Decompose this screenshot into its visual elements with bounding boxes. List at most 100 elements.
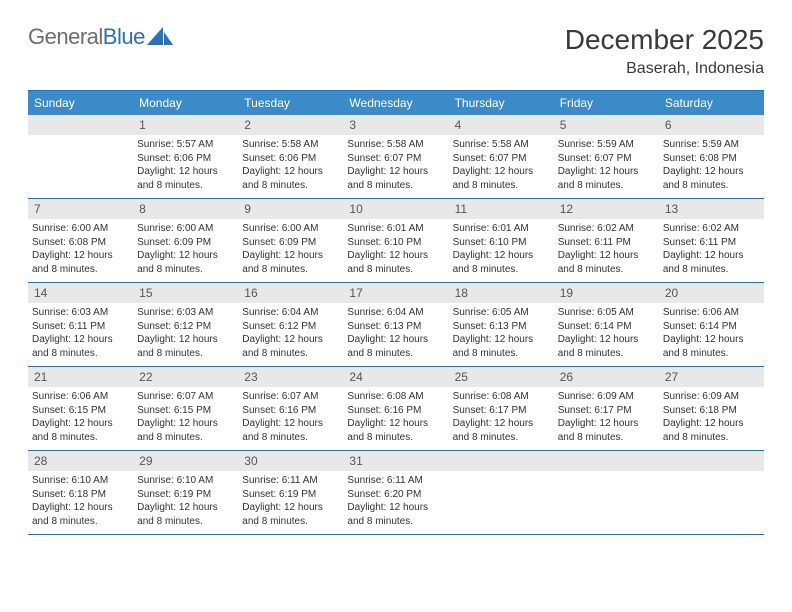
day-number-strip: 31 xyxy=(343,451,448,471)
day-detail: Sunrise: 6:07 AMSunset: 6:15 PMDaylight:… xyxy=(137,390,234,444)
day-detail: Sunrise: 6:11 AMSunset: 6:19 PMDaylight:… xyxy=(242,474,339,528)
daylight-text: Daylight: 12 hours and 8 minutes. xyxy=(137,249,234,276)
sunrise-text: Sunrise: 6:00 AM xyxy=(242,222,339,236)
day-cell: 23Sunrise: 6:07 AMSunset: 6:16 PMDayligh… xyxy=(238,367,343,450)
sunset-text: Sunset: 6:06 PM xyxy=(137,152,234,166)
day-detail: Sunrise: 5:58 AMSunset: 6:07 PMDaylight:… xyxy=(347,138,444,192)
sunset-text: Sunset: 6:10 PM xyxy=(347,236,444,250)
daylight-text: Daylight: 12 hours and 8 minutes. xyxy=(32,249,129,276)
sunset-text: Sunset: 6:11 PM xyxy=(663,236,760,250)
day-detail: Sunrise: 6:10 AMSunset: 6:19 PMDaylight:… xyxy=(137,474,234,528)
daylight-text: Daylight: 12 hours and 8 minutes. xyxy=(347,165,444,192)
day-number-strip: 25 xyxy=(449,367,554,387)
day-cell: 5 Sunrise: 5:59 AMSunset: 6:07 PMDaylight… xyxy=(554,115,659,198)
day-detail: Sunrise: 5:59 AMSunset: 6:08 PMDaylight:… xyxy=(663,138,760,192)
day-detail: Sunrise: 5:57 AMSunset: 6:06 PMDaylight:… xyxy=(137,138,234,192)
day-cell: 2 Sunrise: 5:58 AMSunset: 6:06 PMDaylight… xyxy=(238,115,343,198)
sunset-text: Sunset: 6:12 PM xyxy=(242,320,339,334)
daylight-text: Daylight: 12 hours and 8 minutes. xyxy=(137,501,234,528)
day-number-strip: 18 xyxy=(449,283,554,303)
sunset-text: Sunset: 6:12 PM xyxy=(137,320,234,334)
day-detail: Sunrise: 6:00 AMSunset: 6:08 PMDaylight:… xyxy=(32,222,129,276)
day-number: 24 xyxy=(349,370,442,384)
day-number-strip: 3 xyxy=(343,115,448,135)
sunset-text: Sunset: 6:07 PM xyxy=(453,152,550,166)
day-number: 8 xyxy=(139,202,232,216)
sunrise-text: Sunrise: 6:05 AM xyxy=(453,306,550,320)
day-number-strip: 22 xyxy=(133,367,238,387)
day-number-strip: 2 xyxy=(238,115,343,135)
day-detail: Sunrise: 6:10 AMSunset: 6:18 PMDaylight:… xyxy=(32,474,129,528)
dow-monday: Monday xyxy=(133,91,238,115)
day-number-strip: 19 xyxy=(554,283,659,303)
day-number-strip: 11 xyxy=(449,199,554,219)
daylight-text: Daylight: 12 hours and 8 minutes. xyxy=(242,165,339,192)
sunrise-text: Sunrise: 6:01 AM xyxy=(347,222,444,236)
day-detail: Sunrise: 6:08 AMSunset: 6:16 PMDaylight:… xyxy=(347,390,444,444)
day-number: 14 xyxy=(34,286,127,300)
day-detail: Sunrise: 5:59 AMSunset: 6:07 PMDaylight:… xyxy=(558,138,655,192)
daylight-text: Daylight: 12 hours and 8 minutes. xyxy=(242,333,339,360)
day-number-strip: 8 xyxy=(133,199,238,219)
day-cell: 20Sunrise: 6:06 AMSunset: 6:14 PMDayligh… xyxy=(659,283,764,366)
day-number-strip: 29 xyxy=(133,451,238,471)
sunrise-text: Sunrise: 6:01 AM xyxy=(453,222,550,236)
day-number-strip: 27 xyxy=(659,367,764,387)
day-number: 11 xyxy=(455,202,548,216)
daylight-text: Daylight: 12 hours and 8 minutes. xyxy=(558,165,655,192)
day-cell: 31Sunrise: 6:11 AMSunset: 6:20 PMDayligh… xyxy=(343,451,448,534)
sunset-text: Sunset: 6:16 PM xyxy=(347,404,444,418)
sunset-text: Sunset: 6:10 PM xyxy=(453,236,550,250)
day-number: 1 xyxy=(139,118,232,132)
sunrise-text: Sunrise: 5:59 AM xyxy=(558,138,655,152)
day-detail: Sunrise: 5:58 AMSunset: 6:06 PMDaylight:… xyxy=(242,138,339,192)
sunset-text: Sunset: 6:07 PM xyxy=(558,152,655,166)
sunset-text: Sunset: 6:18 PM xyxy=(663,404,760,418)
dow-tuesday: Tuesday xyxy=(238,91,343,115)
day-number: 9 xyxy=(244,202,337,216)
sunrise-text: Sunrise: 6:09 AM xyxy=(663,390,760,404)
day-cell: 13Sunrise: 6:02 AMSunset: 6:11 PMDayligh… xyxy=(659,199,764,282)
day-detail: Sunrise: 6:08 AMSunset: 6:17 PMDaylight:… xyxy=(453,390,550,444)
sunrise-text: Sunrise: 6:09 AM xyxy=(558,390,655,404)
sunset-text: Sunset: 6:16 PM xyxy=(242,404,339,418)
sunset-text: Sunset: 6:13 PM xyxy=(347,320,444,334)
day-cell: 12Sunrise: 6:02 AMSunset: 6:11 PMDayligh… xyxy=(554,199,659,282)
sunset-text: Sunset: 6:17 PM xyxy=(558,404,655,418)
day-of-week-row: Sunday Monday Tuesday Wednesday Thursday… xyxy=(28,91,764,115)
day-cell: 28Sunrise: 6:10 AMSunset: 6:18 PMDayligh… xyxy=(28,451,133,534)
day-number: 25 xyxy=(455,370,548,384)
day-detail: Sunrise: 6:09 AMSunset: 6:18 PMDaylight:… xyxy=(663,390,760,444)
sunset-text: Sunset: 6:09 PM xyxy=(137,236,234,250)
day-number: 2 xyxy=(244,118,337,132)
sunset-text: Sunset: 6:11 PM xyxy=(558,236,655,250)
title-block: December 2025 Baserah, Indonesia xyxy=(565,24,764,78)
daylight-text: Daylight: 12 hours and 8 minutes. xyxy=(347,501,444,528)
week-row: 14Sunrise: 6:03 AMSunset: 6:11 PMDayligh… xyxy=(28,283,764,367)
day-number: 5 xyxy=(560,118,653,132)
sunset-text: Sunset: 6:20 PM xyxy=(347,488,444,502)
day-number: 22 xyxy=(139,370,232,384)
brand-sail-icon xyxy=(147,27,173,47)
day-detail: Sunrise: 6:05 AMSunset: 6:13 PMDaylight:… xyxy=(453,306,550,360)
sunset-text: Sunset: 6:09 PM xyxy=(242,236,339,250)
day-number-strip: 30 xyxy=(238,451,343,471)
day-number: 19 xyxy=(560,286,653,300)
day-detail: Sunrise: 6:00 AMSunset: 6:09 PMDaylight:… xyxy=(242,222,339,276)
daylight-text: Daylight: 12 hours and 8 minutes. xyxy=(137,417,234,444)
day-number-strip: 5 xyxy=(554,115,659,135)
daylight-text: Daylight: 12 hours and 8 minutes. xyxy=(558,333,655,360)
day-cell: 6Sunrise: 5:59 AMSunset: 6:08 PMDaylight… xyxy=(659,115,764,198)
week-row: 7Sunrise: 6:00 AMSunset: 6:08 PMDaylight… xyxy=(28,199,764,283)
sunrise-text: Sunrise: 5:58 AM xyxy=(242,138,339,152)
day-detail: Sunrise: 6:09 AMSunset: 6:17 PMDaylight:… xyxy=(558,390,655,444)
sunrise-text: Sunrise: 6:07 AM xyxy=(137,390,234,404)
day-detail: Sunrise: 6:06 AMSunset: 6:14 PMDaylight:… xyxy=(663,306,760,360)
sunrise-text: Sunrise: 5:59 AM xyxy=(663,138,760,152)
day-detail: Sunrise: 6:00 AMSunset: 6:09 PMDaylight:… xyxy=(137,222,234,276)
day-cell: 17Sunrise: 6:04 AMSunset: 6:13 PMDayligh… xyxy=(343,283,448,366)
dow-wednesday: Wednesday xyxy=(343,91,448,115)
day-number-strip xyxy=(28,115,133,135)
dow-thursday: Thursday xyxy=(449,91,554,115)
day-cell: 7Sunrise: 6:00 AMSunset: 6:08 PMDaylight… xyxy=(28,199,133,282)
